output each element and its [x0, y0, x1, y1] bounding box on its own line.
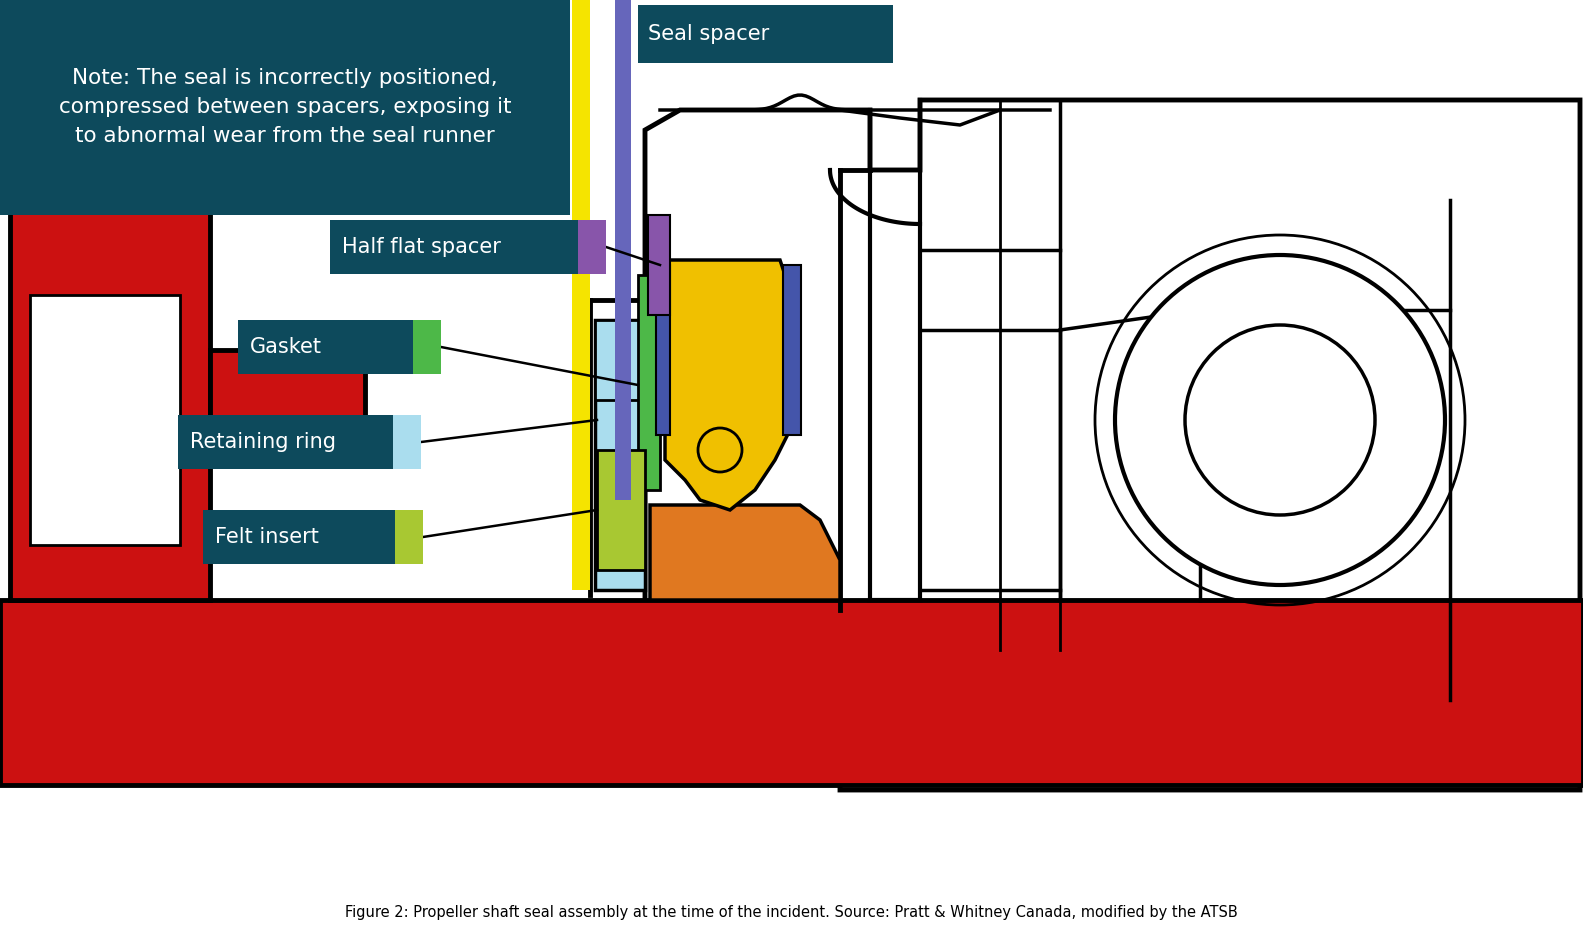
Text: Seal spacer: Seal spacer: [647, 24, 769, 44]
FancyBboxPatch shape: [784, 265, 801, 435]
FancyBboxPatch shape: [578, 220, 606, 274]
Text: Half flat spacer: Half flat spacer: [342, 237, 500, 257]
FancyBboxPatch shape: [177, 415, 393, 469]
Text: Felt insert: Felt insert: [215, 527, 318, 547]
FancyBboxPatch shape: [597, 450, 644, 570]
FancyBboxPatch shape: [655, 265, 670, 435]
FancyBboxPatch shape: [237, 320, 413, 374]
FancyBboxPatch shape: [203, 510, 396, 564]
Polygon shape: [651, 505, 841, 600]
FancyBboxPatch shape: [616, 0, 632, 500]
FancyBboxPatch shape: [638, 275, 660, 490]
FancyBboxPatch shape: [0, 600, 1583, 785]
FancyBboxPatch shape: [28, 75, 193, 142]
FancyBboxPatch shape: [30, 295, 180, 545]
Circle shape: [1186, 325, 1376, 515]
FancyBboxPatch shape: [396, 510, 423, 564]
Polygon shape: [595, 320, 644, 590]
FancyBboxPatch shape: [0, 0, 570, 215]
Text: Figure 2: Propeller shaft seal assembly at the time of the incident. Source: Pra: Figure 2: Propeller shaft seal assembly …: [345, 905, 1238, 920]
FancyBboxPatch shape: [329, 220, 578, 274]
FancyBboxPatch shape: [393, 415, 421, 469]
FancyBboxPatch shape: [571, 0, 590, 590]
Circle shape: [698, 428, 742, 472]
FancyBboxPatch shape: [211, 350, 366, 435]
Text: Retaining ring: Retaining ring: [190, 432, 336, 452]
Polygon shape: [595, 320, 660, 400]
Polygon shape: [665, 260, 790, 510]
FancyBboxPatch shape: [413, 320, 442, 374]
FancyBboxPatch shape: [9, 140, 211, 600]
Circle shape: [1114, 255, 1445, 585]
FancyBboxPatch shape: [638, 5, 893, 63]
Text: Note: The seal is incorrectly positioned,
compressed between spacers, exposing i: Note: The seal is incorrectly positioned…: [59, 68, 511, 146]
FancyBboxPatch shape: [647, 215, 670, 315]
PathPatch shape: [644, 100, 1580, 790]
Text: Gasket: Gasket: [250, 337, 321, 357]
